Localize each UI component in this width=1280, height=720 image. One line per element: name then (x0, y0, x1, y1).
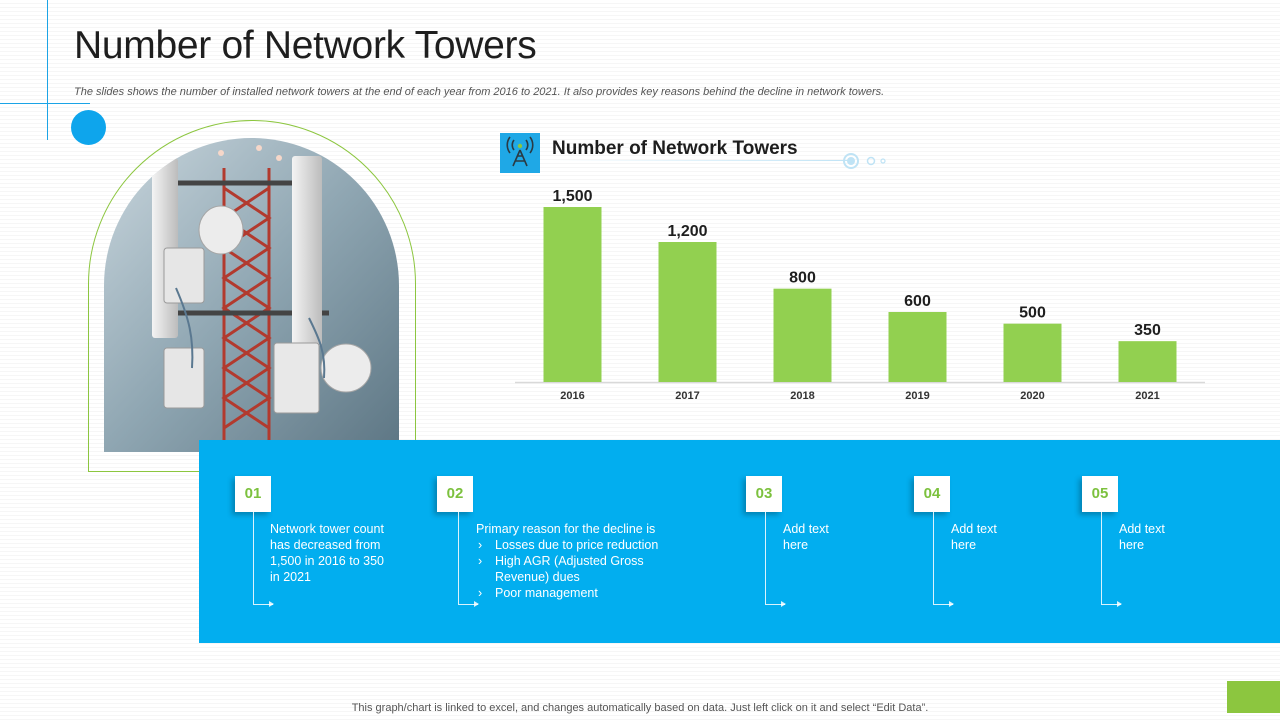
bar-2021 (1118, 341, 1177, 382)
x-tick-2021: 2021 (1135, 390, 1159, 402)
bar-chart: 1,500 2016 1,200 2017 800 2018 600 2019 500 2020 3… (515, 188, 1205, 402)
step-arrow-icon (253, 601, 274, 607)
chart-heading-underline (552, 160, 852, 161)
step-02-intro: Primary reason for the decline is (476, 522, 656, 536)
step-number-02: 02 (437, 476, 473, 512)
data-label-2018: 800 (789, 270, 816, 287)
step-02-bullets: Losses due to price reduction High AGR (… (476, 537, 716, 601)
tower-antenna-icon (500, 133, 540, 173)
decorative-rings (843, 153, 886, 169)
reasons-panel (199, 440, 1280, 643)
data-label-2016: 1,500 (552, 188, 592, 205)
step-arrow-icon (458, 601, 479, 607)
bar-2019 (888, 312, 947, 382)
chart-heading: Number of Network Towers (552, 138, 798, 159)
step-arrow-icon (933, 601, 954, 607)
x-tick-2019: 2019 (905, 390, 929, 402)
bullet-item: Losses due to price reduction (476, 537, 716, 553)
step-number-01: 01 (235, 476, 271, 512)
page-subtitle: The slides shows the number of installed… (74, 86, 885, 98)
step-text-05: Add text here (1119, 522, 1165, 552)
page-title: Number of Network Towers (74, 24, 537, 67)
decorative-blue-dot (71, 110, 106, 145)
bar-2018 (773, 288, 832, 382)
x-tick-2017: 2017 (675, 390, 699, 402)
x-tick-2020: 2020 (1020, 390, 1044, 402)
bullet-item: High AGR (Adjusted Gross Revenue) dues (476, 553, 665, 585)
step-text-01: Network tower count has decreased from 1… (270, 522, 384, 584)
step-number-03: 03 (746, 476, 782, 512)
step-arrow-icon (765, 601, 786, 607)
bar-2020 (1003, 323, 1062, 382)
step-text-02: Primary reason for the decline is Losses… (476, 521, 716, 601)
decorative-horizontal-line (0, 103, 90, 104)
data-label-2019: 600 (904, 293, 931, 310)
step-arrow-icon (1101, 601, 1122, 607)
x-tick-2016: 2016 (560, 390, 584, 402)
data-label-2017: 1,200 (667, 223, 707, 240)
step-connector-line (933, 512, 934, 604)
step-text-04: Add text here (951, 522, 997, 552)
step-connector-line (1101, 512, 1102, 604)
bullet-item: Poor management (476, 585, 716, 601)
decorative-green-tab (1227, 681, 1280, 713)
step-number-04: 04 (914, 476, 950, 512)
step-connector-line (765, 512, 766, 604)
bar-2016 (543, 207, 602, 382)
tower-photo (104, 138, 399, 452)
bar-2017 (658, 242, 717, 382)
data-label-2020: 500 (1019, 305, 1046, 322)
x-tick-2018: 2018 (790, 390, 814, 402)
footnote: This graph/chart is linked to excel, and… (351, 702, 929, 714)
data-label-2021: 350 (1134, 322, 1161, 339)
step-connector-line (458, 512, 459, 604)
step-number-05: 05 (1082, 476, 1118, 512)
step-connector-line (253, 512, 254, 604)
step-text-03: Add text here (783, 522, 829, 552)
decorative-vertical-line (47, 0, 48, 140)
